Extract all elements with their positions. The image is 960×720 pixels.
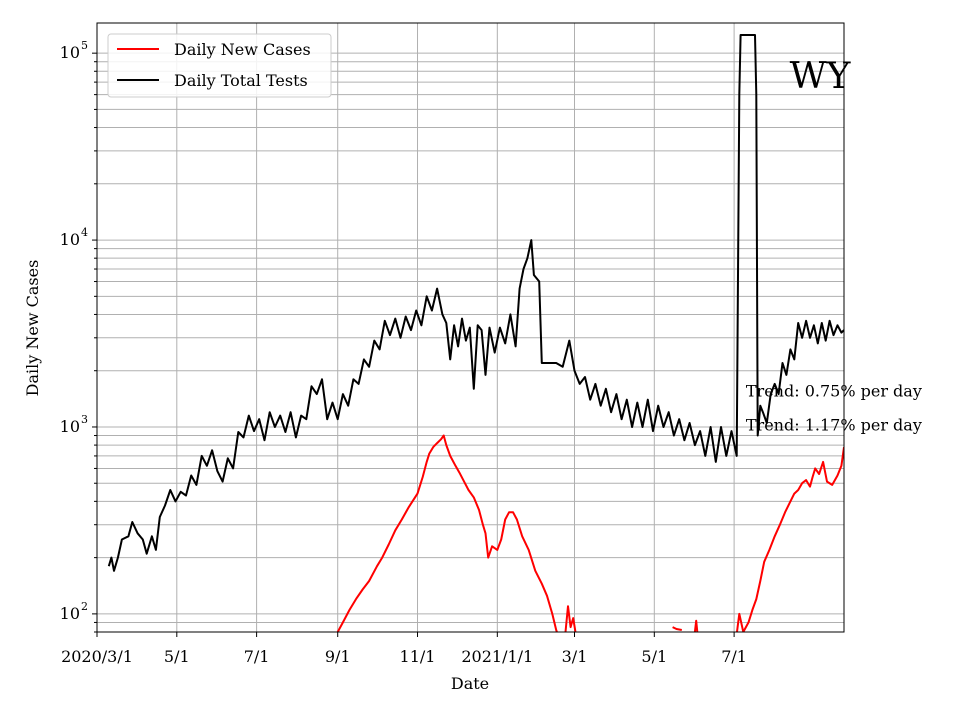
y-tick-exponent: 3 xyxy=(81,413,88,426)
trend-annotation: Trend: 1.17% per day xyxy=(746,415,922,434)
y-tick-exponent: 5 xyxy=(81,39,88,52)
series-line-daily-new-cases xyxy=(672,626,682,631)
series-line-daily-new-cases xyxy=(735,446,844,632)
y-tick-label: 10 xyxy=(60,230,80,249)
x-tick-label: 11/1 xyxy=(400,647,436,666)
x-tick-label: 3/1 xyxy=(562,647,588,666)
series-line-daily-new-cases xyxy=(564,605,577,632)
y-tick-exponent: 2 xyxy=(81,600,88,613)
x-axis: 2020/3/1 5/1 7/1 9/1 11/1 2021/1/1 3/1 5/1 7/1 xyxy=(61,632,747,666)
series-layer xyxy=(107,34,844,632)
corner-label: WY xyxy=(790,56,852,97)
x-tick-label: 7/1 xyxy=(721,647,747,666)
x-tick-label: 9/1 xyxy=(325,647,351,666)
series-line-daily-total-tests xyxy=(107,34,844,572)
y-tick-exponent: 4 xyxy=(81,226,88,239)
trend-annotation: Trend: 0.75% per day xyxy=(746,381,922,400)
y-axis-label: Daily New Cases xyxy=(23,260,42,397)
legend-label-tests: Daily Total Tests xyxy=(174,71,308,90)
legend-box xyxy=(107,33,332,98)
y-tick-label: 10 xyxy=(60,43,80,62)
series-line-daily-new-cases xyxy=(336,434,558,632)
plot-frame xyxy=(96,22,845,633)
legend: Daily New Cases Daily Total Tests xyxy=(107,33,332,98)
annotation-layer: Trend: 0.75% per day Trend: 1.17% per day xyxy=(746,381,922,434)
x-tick-label: 2020/3/1 xyxy=(61,647,133,666)
x-tick-label: 5/1 xyxy=(164,647,190,666)
legend-label-cases: Daily New Cases xyxy=(174,40,311,59)
series-line-daily-new-cases xyxy=(693,619,699,632)
x-tick-label: 7/1 xyxy=(244,647,270,666)
y-tick-label: 10 xyxy=(60,417,80,436)
x-tick-label: 5/1 xyxy=(641,647,667,666)
y-tick-label: 10 xyxy=(60,604,80,623)
x-axis-label: Date xyxy=(451,674,489,693)
x-tick-label: 2021/1/1 xyxy=(461,647,533,666)
